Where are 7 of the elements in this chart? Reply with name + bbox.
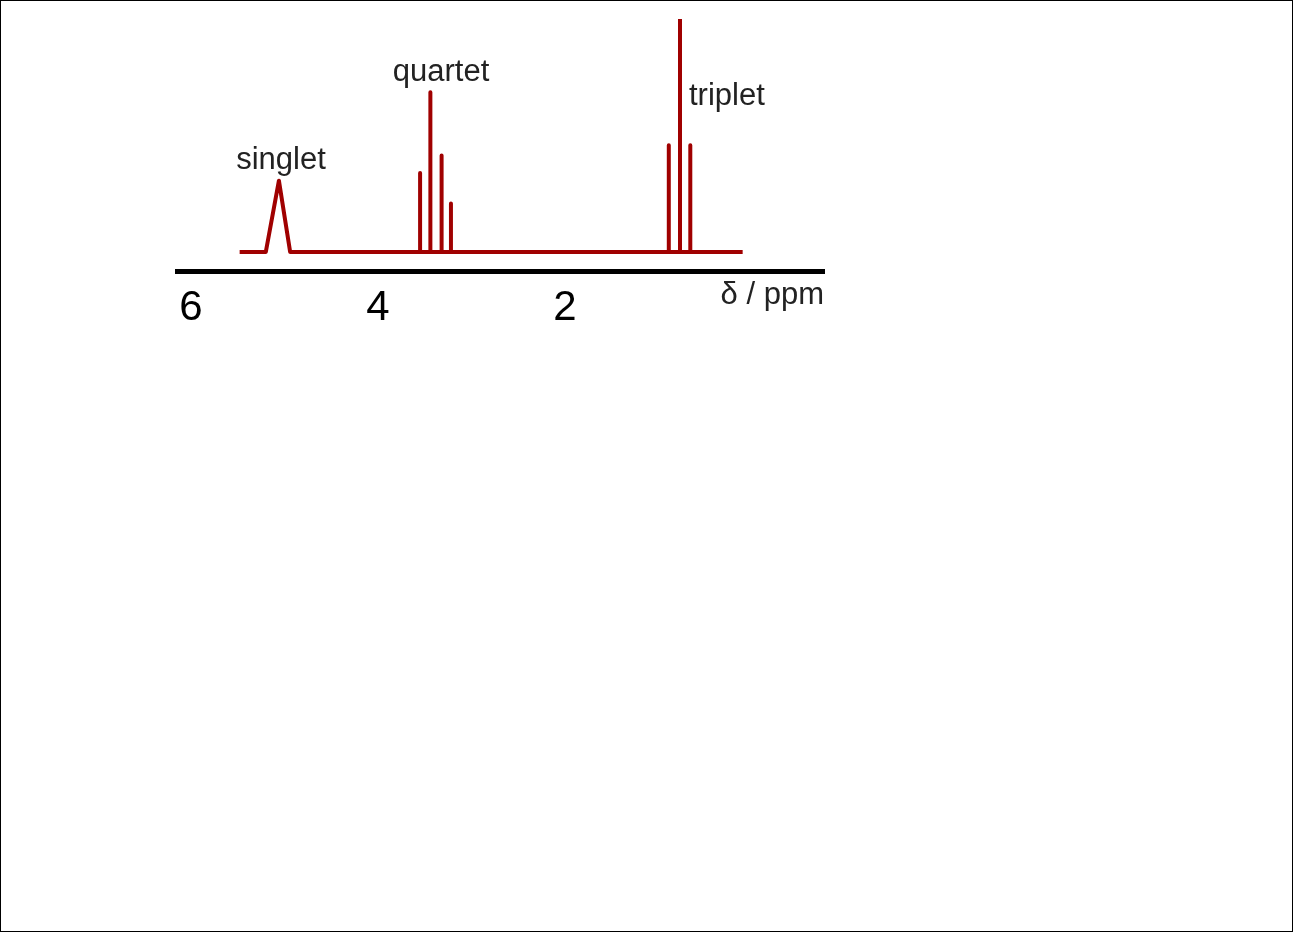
x-tick-label: 2 bbox=[553, 282, 577, 330]
x-tick-label: 4 bbox=[366, 282, 390, 330]
annotation: triplet bbox=[689, 77, 766, 112]
annotation: singlet bbox=[236, 141, 327, 176]
x-axis-title: δ / ppm bbox=[720, 275, 824, 311]
annotation: quartet bbox=[392, 53, 490, 88]
x-tick-label: 6 bbox=[179, 282, 203, 330]
